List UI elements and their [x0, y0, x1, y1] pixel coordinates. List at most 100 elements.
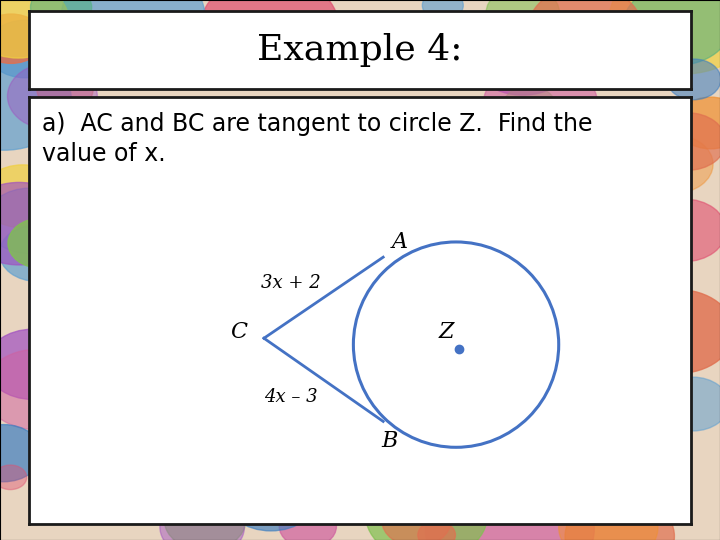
Circle shape — [8, 218, 75, 268]
Circle shape — [168, 330, 255, 395]
Circle shape — [676, 97, 720, 149]
Text: 3x + 2: 3x + 2 — [261, 274, 320, 292]
Circle shape — [423, 0, 463, 21]
Circle shape — [483, 62, 598, 147]
Circle shape — [43, 133, 127, 195]
Circle shape — [50, 158, 86, 184]
Circle shape — [210, 345, 308, 418]
Circle shape — [239, 99, 297, 143]
Circle shape — [363, 396, 400, 423]
Circle shape — [232, 461, 273, 492]
Circle shape — [619, 177, 678, 220]
Circle shape — [528, 0, 642, 71]
Circle shape — [201, 0, 338, 78]
Circle shape — [610, 334, 672, 381]
Circle shape — [223, 167, 307, 230]
Text: Z: Z — [438, 321, 454, 343]
Circle shape — [272, 384, 332, 429]
Circle shape — [418, 521, 456, 540]
Circle shape — [609, 0, 720, 74]
Circle shape — [581, 134, 651, 186]
Circle shape — [274, 430, 315, 462]
Circle shape — [366, 469, 487, 540]
Circle shape — [353, 122, 438, 186]
Circle shape — [0, 20, 63, 78]
Circle shape — [588, 19, 661, 74]
Circle shape — [30, 0, 91, 30]
Circle shape — [122, 489, 160, 517]
Circle shape — [441, 478, 484, 511]
Circle shape — [246, 167, 314, 218]
Circle shape — [565, 495, 675, 540]
Circle shape — [424, 385, 515, 453]
Circle shape — [657, 377, 720, 431]
Circle shape — [135, 366, 248, 450]
Circle shape — [643, 199, 720, 261]
Circle shape — [192, 438, 300, 519]
Text: 4x – 3: 4x – 3 — [264, 388, 318, 406]
Circle shape — [624, 0, 720, 65]
Circle shape — [0, 165, 65, 228]
Circle shape — [470, 16, 575, 95]
Circle shape — [48, 233, 161, 319]
Circle shape — [0, 14, 44, 63]
Circle shape — [343, 138, 404, 183]
Text: B: B — [382, 430, 398, 451]
Circle shape — [233, 175, 306, 229]
Circle shape — [455, 219, 492, 247]
Circle shape — [31, 316, 141, 399]
Circle shape — [279, 505, 336, 540]
Circle shape — [624, 470, 680, 512]
Circle shape — [38, 25, 110, 80]
Circle shape — [426, 465, 594, 540]
Circle shape — [443, 290, 552, 372]
Circle shape — [635, 135, 713, 193]
Circle shape — [530, 156, 619, 222]
Circle shape — [0, 329, 79, 400]
Circle shape — [61, 0, 205, 70]
Circle shape — [0, 49, 71, 150]
Circle shape — [0, 188, 73, 254]
Circle shape — [571, 273, 665, 343]
Circle shape — [0, 424, 42, 482]
Circle shape — [382, 495, 451, 540]
Circle shape — [0, 183, 74, 265]
Circle shape — [136, 146, 235, 221]
Circle shape — [0, 465, 27, 490]
Circle shape — [649, 113, 720, 170]
Text: value of x.: value of x. — [42, 142, 166, 166]
Circle shape — [160, 495, 245, 540]
Circle shape — [223, 459, 319, 531]
Circle shape — [0, 225, 75, 281]
Circle shape — [0, 0, 69, 58]
Circle shape — [392, 257, 438, 291]
Circle shape — [591, 353, 634, 385]
Circle shape — [164, 490, 246, 540]
Circle shape — [459, 110, 508, 147]
Circle shape — [0, 349, 91, 430]
Circle shape — [332, 268, 376, 301]
Circle shape — [667, 59, 720, 100]
Circle shape — [456, 439, 492, 465]
Text: a)  AC and BC are tangent to circle Z.  Find the: a) AC and BC are tangent to circle Z. Fi… — [42, 112, 593, 136]
Text: C: C — [230, 321, 248, 343]
Circle shape — [7, 63, 97, 130]
Circle shape — [191, 209, 222, 233]
Circle shape — [588, 106, 676, 173]
Circle shape — [486, 0, 559, 40]
Circle shape — [199, 33, 261, 80]
Circle shape — [503, 86, 556, 126]
Circle shape — [552, 100, 588, 127]
Circle shape — [427, 472, 463, 499]
Circle shape — [192, 105, 276, 168]
Circle shape — [326, 386, 411, 449]
Circle shape — [572, 330, 612, 360]
Text: A: A — [392, 231, 408, 253]
Circle shape — [37, 68, 94, 110]
Circle shape — [539, 369, 606, 419]
Circle shape — [513, 393, 595, 455]
Text: Example 4:: Example 4: — [257, 33, 463, 67]
Circle shape — [593, 163, 691, 236]
Circle shape — [559, 490, 658, 540]
Circle shape — [622, 289, 720, 374]
